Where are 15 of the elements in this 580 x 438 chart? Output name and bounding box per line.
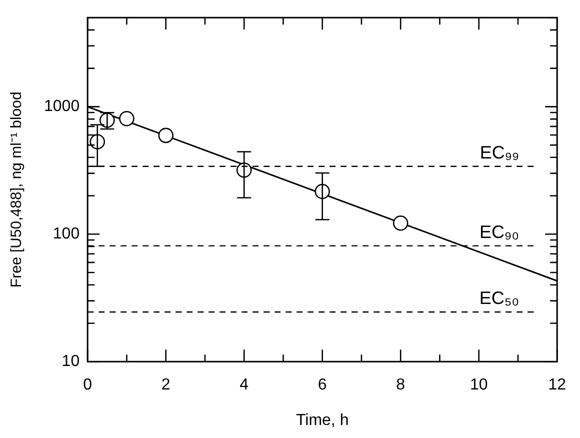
ref-line-label: EC₉₀	[479, 222, 520, 242]
y-tick-label: 1000	[44, 98, 80, 116]
x-tick-label: 2	[161, 376, 170, 394]
x-tick-label: 12	[548, 376, 566, 394]
x-tick-label: 0	[83, 376, 92, 394]
x-tick-label: 6	[318, 376, 327, 394]
x-tick-label: 4	[240, 376, 249, 394]
y-tick-label: 10	[62, 353, 80, 370]
ref-line-label: EC₉₉	[480, 142, 520, 162]
ref-line-label: EC₅₀	[479, 288, 520, 308]
y-axis-title: Free [U50,488], ng ml⁻¹ blood	[8, 92, 26, 288]
x-axis-title: Time, h	[296, 412, 349, 429]
y-tick-label: 100	[52, 226, 80, 243]
x-tick-label: 10	[470, 376, 488, 394]
x-tick-label: 8	[396, 376, 406, 394]
